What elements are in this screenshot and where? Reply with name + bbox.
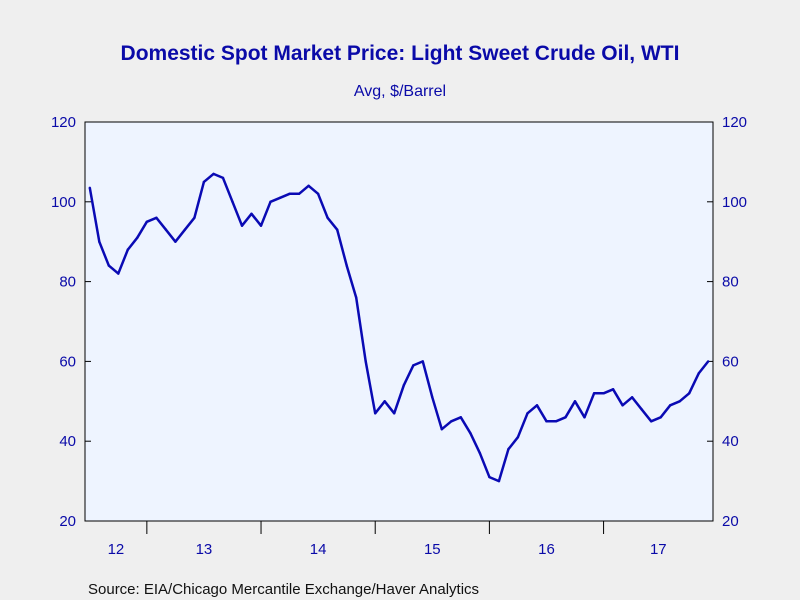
x-tick-label: 14 [310, 541, 327, 558]
chart-title: Domestic Spot Market Price: Light Sweet … [121, 42, 680, 65]
data-point [278, 196, 282, 199]
data-point [402, 384, 405, 387]
x-tick-label: 12 [108, 541, 125, 558]
y-tick-label-left: 120 [51, 114, 76, 131]
data-point [345, 264, 348, 267]
data-point [88, 186, 92, 189]
data-point [212, 172, 215, 176]
data-point [364, 360, 367, 363]
data-point [412, 364, 415, 367]
data-point [640, 408, 643, 411]
data-point [155, 216, 158, 219]
data-point [326, 216, 329, 219]
plot-area [84, 121, 714, 522]
chart-subtitle: Avg, $/Barrel [354, 83, 446, 100]
data-point [193, 216, 196, 219]
data-point [650, 420, 653, 423]
data-point [107, 264, 111, 267]
x-tick-label: 15 [424, 541, 441, 558]
x-tick-label: 13 [196, 541, 213, 558]
data-points [88, 172, 710, 483]
data-point [450, 420, 453, 423]
y-tick-label-left: 40 [59, 433, 76, 450]
data-point [164, 228, 168, 231]
y-tick-label-right: 120 [722, 114, 747, 131]
data-point [583, 416, 586, 419]
y-tick-label-left: 60 [59, 353, 76, 370]
data-point [573, 400, 577, 403]
data-point [269, 200, 272, 203]
data-point [136, 236, 139, 239]
data-point [688, 392, 691, 395]
data-point [393, 412, 396, 415]
data-point [126, 248, 129, 251]
data-point [507, 448, 510, 451]
data-point [497, 479, 501, 483]
data-point [707, 360, 710, 363]
x-tick-label: 17 [650, 541, 667, 558]
data-point [678, 400, 681, 403]
data-point [383, 400, 386, 403]
data-point [355, 296, 358, 299]
data-point [98, 240, 101, 243]
data-point [459, 416, 462, 419]
data-point [431, 396, 434, 399]
data-point [526, 412, 529, 415]
data-point [697, 372, 700, 375]
data-point [488, 475, 491, 479]
y-tick-label-left: 80 [59, 274, 76, 291]
data-point [478, 452, 482, 455]
data-point [592, 392, 596, 395]
data-point [611, 388, 615, 391]
y-tick-label-right: 20 [722, 513, 739, 530]
y-tick-label-right: 80 [722, 274, 739, 291]
y-tick-label-left: 100 [51, 194, 76, 211]
x-tick-label: 16 [538, 541, 555, 558]
data-point [307, 184, 310, 187]
data-point [659, 416, 662, 419]
data-point [202, 180, 206, 184]
data-point [545, 420, 548, 423]
data-point [316, 192, 320, 195]
data-point [602, 392, 605, 395]
data-point [669, 404, 672, 407]
data-point [421, 360, 424, 363]
data-point [621, 404, 624, 407]
data-point [259, 224, 263, 227]
y-tick-label-right: 60 [722, 353, 739, 370]
data-point [240, 224, 244, 227]
data-point [297, 192, 301, 195]
data-point [174, 240, 177, 243]
data-point [516, 436, 520, 439]
y-tick-label-right: 100 [722, 194, 747, 211]
y-tick-label-right: 40 [722, 433, 739, 450]
chart-source: Source: EIA/Chicago Mercantile Exchange/… [88, 581, 479, 598]
data-point [183, 228, 187, 231]
data-point [117, 272, 120, 275]
data-point [221, 176, 225, 180]
data-point [250, 212, 253, 215]
data-point [440, 428, 443, 431]
data-point [336, 228, 339, 231]
data-point [374, 412, 377, 415]
y-tick-label-left: 20 [59, 513, 76, 530]
data-point [564, 416, 567, 419]
axes: 20 20 40 40 60 60 80 80 100 100 120 120 12 13 14 15 16 17 [51, 114, 747, 558]
data-point [145, 220, 148, 223]
data-point [288, 192, 291, 195]
data-point [554, 420, 558, 423]
data-point [231, 200, 234, 203]
price-series-line [88, 172, 710, 483]
data-point [535, 404, 539, 407]
data-point [469, 432, 472, 435]
data-point [630, 396, 634, 399]
